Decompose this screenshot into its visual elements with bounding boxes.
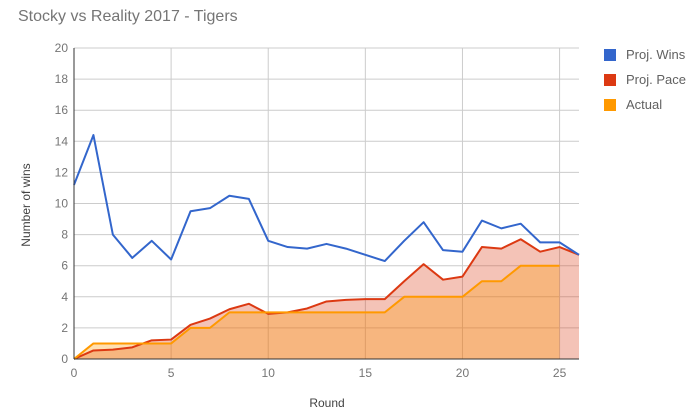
legend: Proj. Wins Proj. Pace Actual (604, 42, 686, 117)
y-axis-title: Number of wins (19, 163, 33, 247)
svg-text:25: 25 (553, 366, 567, 380)
svg-text:4: 4 (61, 290, 68, 304)
svg-text:12: 12 (55, 165, 69, 179)
svg-text:15: 15 (359, 366, 373, 380)
legend-item-proj-pace[interactable]: Proj. Pace (604, 67, 686, 92)
x-axis-title: Round (309, 396, 345, 410)
svg-text:0: 0 (71, 366, 78, 380)
chart-title: Stocky vs Reality 2017 - Tigers (18, 8, 238, 25)
svg-text:0: 0 (61, 352, 68, 366)
svg-text:16: 16 (55, 103, 69, 117)
svg-text:8: 8 (61, 228, 68, 242)
axes (73, 48, 579, 360)
svg-text:20: 20 (55, 41, 69, 55)
legend-label: Proj. Wins (626, 47, 686, 62)
tick-labels: 0 2 4 6 8 10 12 14 16 18 20 0 5 10 15 20 25 (55, 41, 567, 380)
svg-text:10: 10 (55, 197, 69, 211)
legend-swatch-icon (604, 48, 616, 61)
legend-item-proj-wins[interactable]: Proj. Wins (604, 42, 686, 67)
svg-text:18: 18 (55, 72, 69, 86)
svg-text:20: 20 (456, 366, 470, 380)
legend-label: Actual (626, 97, 663, 112)
svg-text:10: 10 (262, 366, 276, 380)
svg-text:6: 6 (61, 259, 68, 273)
legend-item-actual[interactable]: Actual (604, 92, 686, 117)
legend-label: Proj. Pace (626, 72, 686, 87)
gridlines (74, 47, 579, 359)
legend-swatch-icon (604, 98, 616, 111)
series-lines (73, 134, 580, 360)
svg-text:14: 14 (55, 134, 69, 148)
svg-text:5: 5 (168, 366, 175, 380)
legend-swatch-icon (604, 73, 616, 86)
svg-text:2: 2 (61, 321, 68, 335)
